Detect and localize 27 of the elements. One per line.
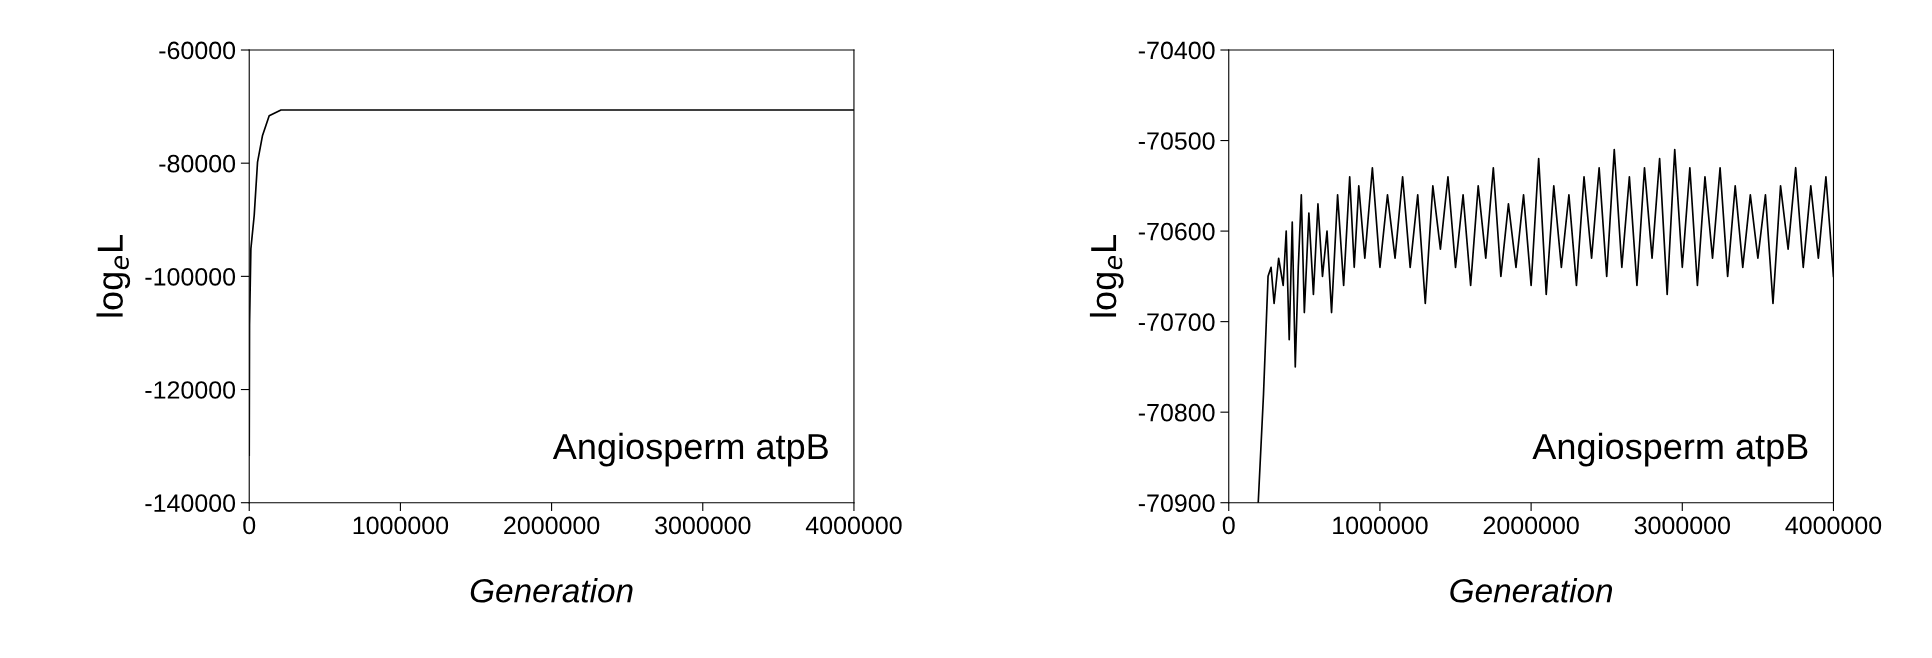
y-tick-label: -100000 — [145, 267, 236, 286]
y-tick-label: -70600 — [1138, 222, 1215, 241]
x-tick-label: 4000000 — [1785, 516, 1882, 535]
y-axis-title: log$_{e}$L — [1089, 235, 1124, 317]
y-tick-label: -70700 — [1138, 313, 1215, 331]
x-tick-label: 0 — [243, 516, 256, 535]
x-tick-label: 4000000 — [805, 516, 902, 535]
x-tick-label: 1000000 — [353, 516, 449, 535]
y-tick-label: -80000 — [159, 154, 236, 173]
annotation: Angiosperm atpB — [552, 432, 828, 467]
annotation: Angiosperm atpB — [1532, 432, 1808, 467]
y-tick-label: -120000 — [145, 381, 236, 399]
x-tick-label: 3000000 — [1634, 516, 1730, 535]
x-axis-title: Generation — [470, 578, 633, 603]
x-tick-label: 2000000 — [504, 516, 600, 535]
x-tick-label: 0 — [1222, 516, 1235, 535]
x-tick-label: 2000000 — [1483, 516, 1579, 535]
x-tick-label: 1000000 — [1333, 516, 1428, 535]
x-axis-title: Generation — [1450, 578, 1613, 603]
y-axis-title: log$_{e}$L — [96, 235, 131, 317]
y-tick-label: -60000 — [159, 41, 236, 60]
x-tick-label: 3000000 — [655, 516, 751, 535]
y-tick-label: -140000 — [145, 494, 236, 513]
y-tick-label: -70400 — [1138, 41, 1215, 60]
y-tick-label: -70800 — [1138, 403, 1215, 422]
y-tick-label: -70500 — [1138, 132, 1215, 150]
y-tick-label: -70900 — [1138, 494, 1215, 513]
